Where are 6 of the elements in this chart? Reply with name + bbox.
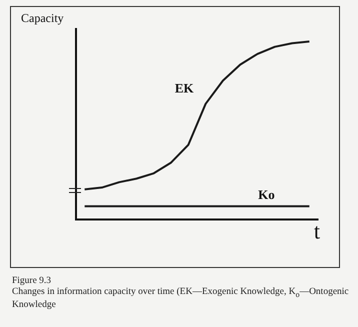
series-label: Ko	[258, 187, 275, 202]
series-label: EK	[174, 80, 195, 96]
y-axis-title: Capacity	[21, 11, 64, 26]
x-axis-title: t	[314, 218, 320, 244]
text: Changes in information capacity over time (EK—Exogenic Knowledge, K$_{o}$—Ontogenic Knowledge	[12, 287, 349, 310]
caption: Figure 9.3	[12, 276, 52, 287]
